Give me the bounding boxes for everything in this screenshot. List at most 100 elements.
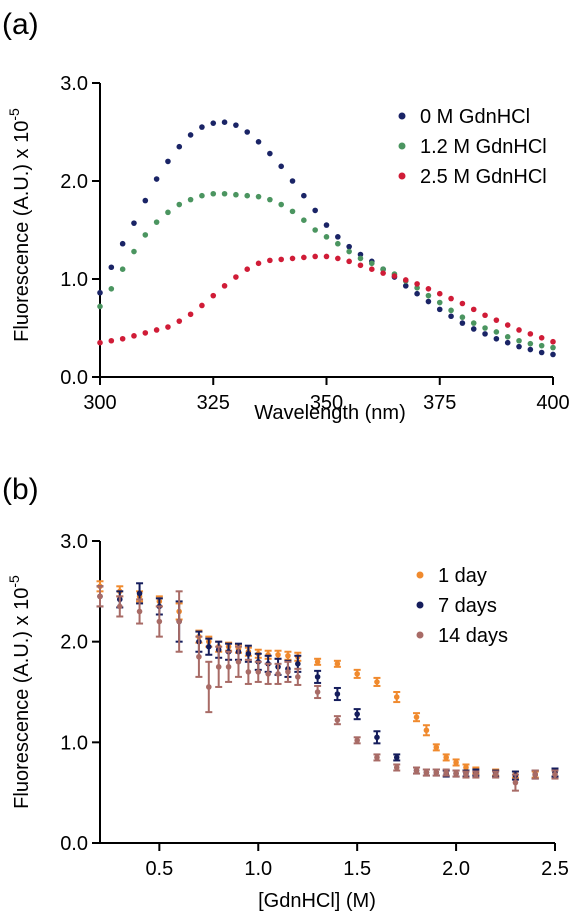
data-point xyxy=(463,771,469,778)
data-point xyxy=(423,769,430,776)
data-point xyxy=(550,338,556,345)
data-point xyxy=(436,306,443,313)
x-axis-label-b: [GdnHCl] (M) xyxy=(258,890,376,912)
data-point xyxy=(225,664,232,670)
data-point xyxy=(176,618,182,625)
legend-marker xyxy=(416,571,424,579)
y-tick-label: 2.0 xyxy=(60,171,88,193)
data-point xyxy=(346,258,352,265)
data-point xyxy=(538,349,545,356)
legend-a: 0 M GdnHCl 1.2 M GdnHCl 2.5 M GdnHCl xyxy=(398,106,547,188)
data-point xyxy=(346,243,352,250)
data-point xyxy=(210,120,217,126)
data-points-a xyxy=(97,119,556,358)
data-point xyxy=(199,192,205,199)
data-point xyxy=(156,618,163,625)
data-point xyxy=(312,253,318,260)
data-point xyxy=(425,292,432,299)
x-ticks-a: 300 325 350 375 400 xyxy=(83,377,570,414)
data-point xyxy=(312,207,318,214)
y-tick-label: 2.0 xyxy=(60,632,88,654)
data-point xyxy=(97,339,103,346)
series-3 xyxy=(96,585,559,792)
data-point xyxy=(199,302,205,309)
data-point xyxy=(289,255,296,262)
legend-marker xyxy=(398,172,406,180)
data-point xyxy=(255,139,262,145)
legend-marker xyxy=(416,601,424,609)
data-point xyxy=(552,771,558,778)
data-point xyxy=(323,222,330,228)
data-point xyxy=(334,661,341,667)
legend-label: 2.5 M GdnHCl xyxy=(420,166,547,188)
data-points-b xyxy=(96,580,559,792)
data-point xyxy=(97,289,103,296)
data-point xyxy=(346,248,352,255)
data-point xyxy=(267,150,273,157)
data-point xyxy=(221,190,228,197)
data-point xyxy=(142,197,149,204)
data-point xyxy=(516,337,522,344)
data-point xyxy=(215,664,222,670)
data-point xyxy=(165,209,171,216)
data-point xyxy=(245,650,252,657)
data-point xyxy=(335,240,341,247)
panel-label-a: (a) xyxy=(2,8,39,41)
series-2 xyxy=(97,190,556,351)
data-point xyxy=(335,255,341,262)
legend-label: 14 days xyxy=(438,625,508,647)
data-point xyxy=(425,286,432,292)
data-point xyxy=(354,737,360,744)
data-point xyxy=(527,331,534,337)
y-tick-label: 1.0 xyxy=(60,732,88,754)
data-point xyxy=(532,771,539,778)
data-point xyxy=(289,178,296,184)
data-point xyxy=(550,344,556,351)
data-point xyxy=(391,273,398,279)
y-tick-label: 1.0 xyxy=(60,269,88,291)
data-point xyxy=(413,714,420,720)
y-tick-label: 3.0 xyxy=(60,73,88,95)
data-point xyxy=(289,208,296,215)
data-point xyxy=(314,659,321,665)
data-point xyxy=(482,331,488,337)
data-point xyxy=(97,303,103,310)
data-point xyxy=(323,253,330,260)
legend-label: 1 day xyxy=(438,565,487,587)
data-point xyxy=(443,769,449,776)
y-tick-label: 0.0 xyxy=(60,833,88,855)
data-point xyxy=(516,327,522,333)
data-point xyxy=(295,674,301,680)
data-point xyxy=(470,320,477,326)
data-point xyxy=(393,754,400,761)
data-point xyxy=(136,608,143,615)
data-point xyxy=(314,674,321,680)
data-point xyxy=(425,298,432,305)
x-ticks-b: 0.5 1.0 1.5 2.0 2.5 xyxy=(145,843,569,880)
data-point xyxy=(245,669,252,675)
data-point xyxy=(119,335,126,342)
data-point xyxy=(187,196,194,203)
data-point xyxy=(153,176,160,182)
data-point xyxy=(275,671,281,677)
data-point xyxy=(136,590,143,597)
data-point xyxy=(504,322,511,328)
panel-label-b: (b) xyxy=(2,473,39,506)
data-point xyxy=(199,124,205,130)
data-point xyxy=(335,234,341,240)
panel-a: (a) 0.0 1.0 2.0 3.0 300 325 350 375 400 Wavelen… xyxy=(2,8,570,424)
data-point xyxy=(493,329,500,335)
data-point xyxy=(414,285,420,291)
legend-label: 7 days xyxy=(438,595,497,617)
x-tick-label: 0.5 xyxy=(145,858,173,880)
data-point xyxy=(187,132,194,138)
x-tick-label: 2.5 xyxy=(541,858,569,880)
data-point xyxy=(334,717,341,723)
data-point xyxy=(314,689,321,695)
data-point xyxy=(482,312,488,319)
data-point xyxy=(369,266,375,273)
data-point xyxy=(527,346,534,353)
data-point xyxy=(295,661,301,667)
data-point xyxy=(108,337,115,344)
